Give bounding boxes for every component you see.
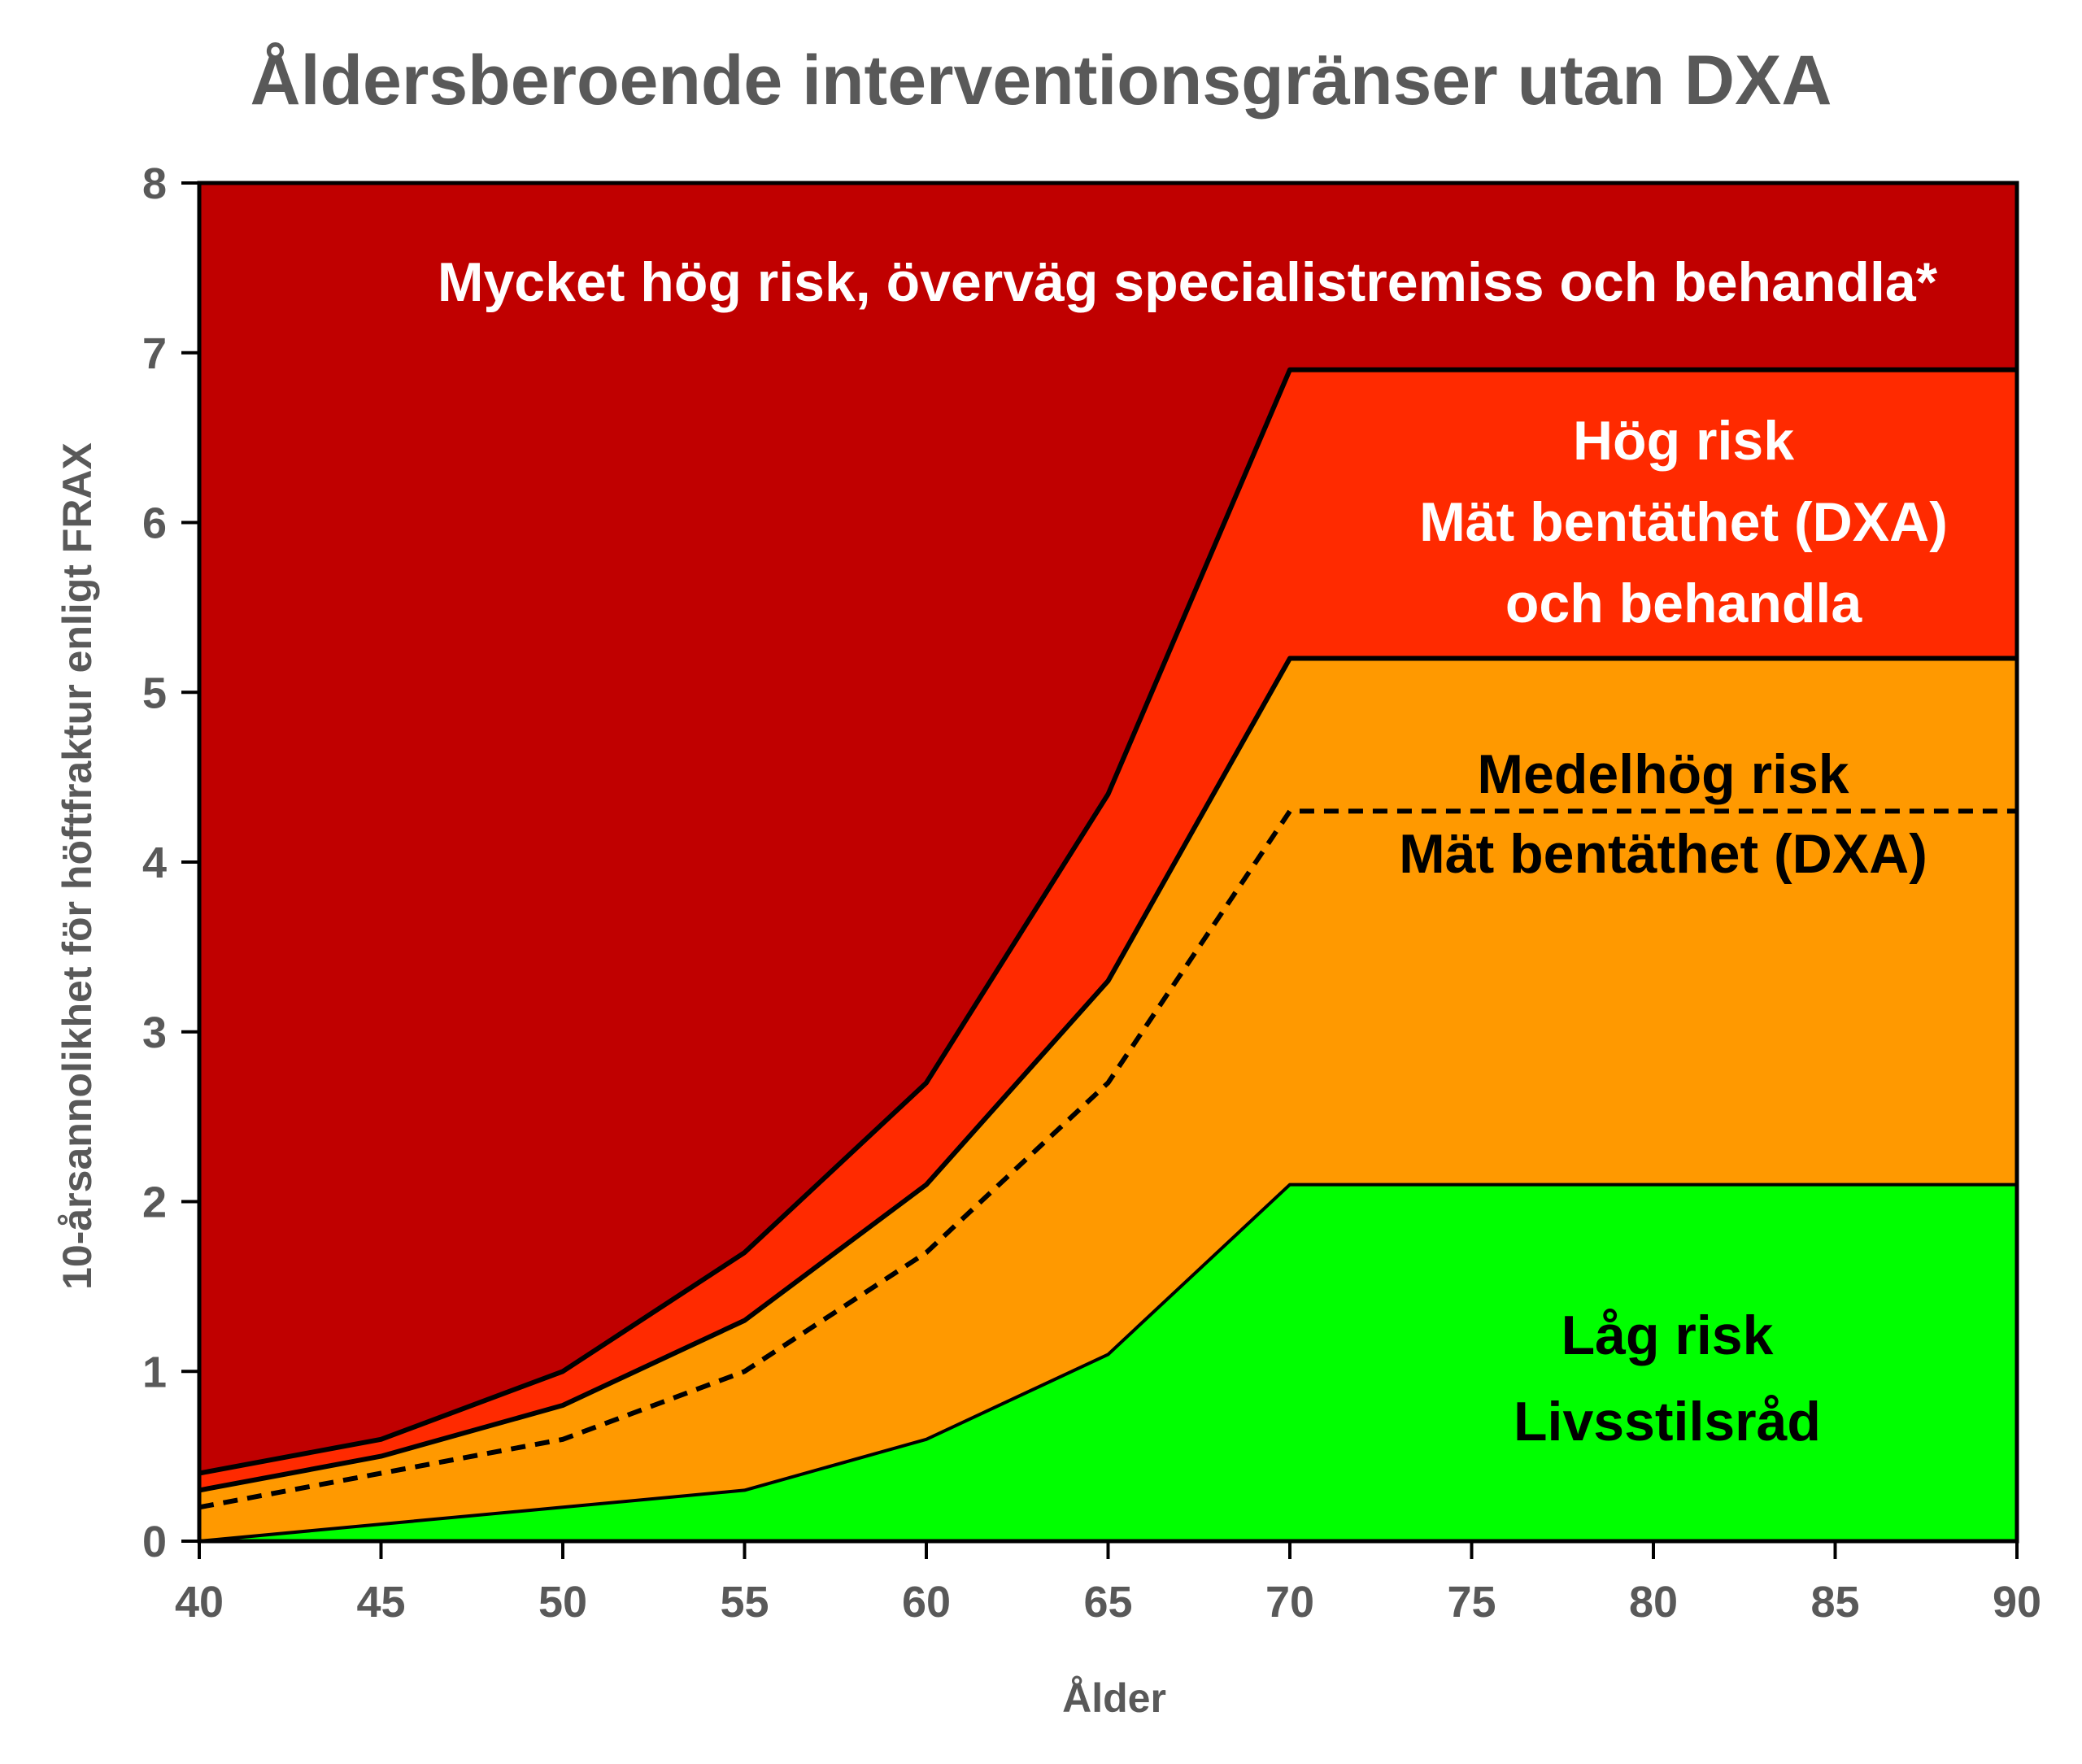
- y-tick-label: 3: [142, 1008, 167, 1057]
- x-tick-label: 70: [1265, 1578, 1314, 1627]
- zone-label-high: och behandla: [1505, 573, 1862, 634]
- zone-label-very-high: Mycket hög risk, överväg specialistremis…: [438, 251, 1938, 313]
- zone-label-high: Mät bentäthet (DXA): [1419, 491, 1948, 553]
- zone-label-low: Låg risk: [1562, 1304, 1774, 1366]
- y-axis-title: 10-årsannolikhet för höftfraktur enligt …: [54, 442, 100, 1290]
- zone-intermediate-area: [199, 658, 2017, 1541]
- x-tick-label: 40: [175, 1578, 224, 1627]
- x-tick-label: 60: [902, 1578, 951, 1627]
- zone-label-high: Hög risk: [1573, 410, 1794, 472]
- y-tick-label: 8: [142, 159, 167, 208]
- y-tick-label: 1: [142, 1348, 167, 1396]
- chart-title: Åldersberoende interventionsgränser utan…: [250, 41, 1832, 120]
- x-tick-label: 90: [1993, 1578, 2041, 1627]
- x-tick-label: 75: [1447, 1578, 1496, 1627]
- zone-high-area: [199, 369, 2017, 1491]
- zone-low-area: [199, 1184, 2017, 1541]
- plot-area: [198, 183, 2017, 1543]
- high-threshold-line: [198, 367, 2017, 1476]
- y-tick-label: 7: [142, 329, 167, 378]
- zone-label-intermediate: Mät bentäthet (DXA): [1399, 823, 1927, 885]
- low-threshold-line: [198, 1183, 2017, 1543]
- x-axis-title: Ålder: [1062, 1675, 1166, 1721]
- y-tick-label: 6: [142, 499, 167, 548]
- y-tick-label: 5: [142, 669, 167, 717]
- zone-label-low: Livsstilsråd: [1514, 1391, 1821, 1453]
- y-tick-label: 4: [142, 838, 167, 887]
- y-tick-label: 0: [142, 1518, 167, 1566]
- x-tick-label: 50: [538, 1578, 587, 1627]
- x-tick-label: 65: [1083, 1578, 1132, 1627]
- intermediate-threshold-line: [198, 656, 2017, 1493]
- x-tick-label: 85: [1810, 1578, 1859, 1627]
- x-tick-label: 80: [1629, 1578, 1678, 1627]
- y-tick-label: 2: [142, 1178, 167, 1227]
- zone-labels: Mycket hög risk, överväg specialistremis…: [438, 251, 1948, 1453]
- x-tick-label: 55: [720, 1578, 769, 1627]
- dxa-threshold-dashed-line: [198, 808, 2017, 1510]
- zone-label-intermediate: Medelhög risk: [1477, 743, 1849, 805]
- x-tick-label: 45: [356, 1578, 405, 1627]
